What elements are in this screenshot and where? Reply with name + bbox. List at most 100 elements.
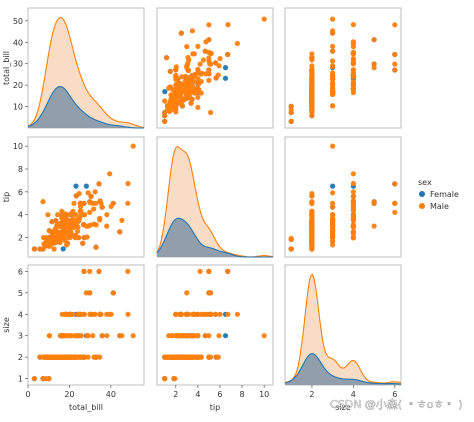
point-male-tip-vs-total_bill-62 (31, 246, 37, 252)
point-male-size-vs-tip-202 (202, 333, 208, 339)
point-male-tip-vs-total_bill-180 (83, 223, 89, 229)
xtick-label-tip-8: 8 (240, 390, 245, 399)
point-male-size-vs-total_bill-207 (64, 354, 70, 360)
kde-area-total_bill-female (28, 86, 144, 128)
point-male-total_bill-vs-size-198 (309, 92, 315, 98)
point-male-size-vs-tip-136 (225, 268, 231, 274)
point-male-total_bill-vs-tip-169 (195, 89, 201, 95)
point-male-total_bill-vs-tip-80 (208, 50, 214, 57)
point-male-tip-vs-total_bill-54 (125, 180, 131, 187)
point-male-total_bill-vs-size-107 (330, 43, 336, 50)
point-male-size-vs-tip-120 (197, 268, 203, 274)
point-male-tip-vs-size-203 (330, 190, 336, 196)
point-male-total_bill-vs-tip-160 (189, 72, 195, 79)
point-male-size-vs-tip-175 (191, 311, 197, 317)
point-male-tip-vs-total_bill-172 (55, 235, 61, 241)
point-male-tip-vs-size-180 (371, 223, 377, 229)
point-male-tip-vs-size-54 (350, 180, 356, 187)
point-male-total_bill-vs-tip-19 (234, 40, 240, 47)
point-male-tip-vs-total_bill-201 (93, 244, 99, 250)
point-male-total_bill-vs-size-13 (330, 103, 336, 109)
point-male-total_bill-vs-tip-178 (195, 75, 201, 82)
point-male-tip-vs-total_bill-104 (55, 212, 61, 218)
ytick-label-size-2: 2 (18, 353, 23, 362)
point-male-total_bill-vs-size-195 (330, 91, 336, 97)
point-male-total_bill-vs-tip-189 (178, 90, 184, 96)
xtick-label-size-6: 6 (392, 390, 397, 399)
point-male-size-vs-total_bill-90 (108, 311, 114, 317)
point-male-tip-vs-total_bill-41 (71, 200, 77, 206)
point-male-tip-vs-size-39 (350, 193, 356, 199)
point-male-total_bill-vs-tip-137 (206, 37, 212, 43)
point-male-size-vs-tip-151 (206, 268, 212, 274)
point-male-total_bill-vs-tip-100 (169, 92, 175, 98)
point-male-total_bill-vs-tip-201 (164, 55, 170, 61)
point-male-tip-vs-total_bill-199 (46, 243, 52, 249)
point-male-tip-vs-total_bill-78 (93, 200, 99, 206)
point-male-total_bill-vs-tip-97 (178, 30, 184, 36)
panel-size-vs-tip (156, 264, 274, 386)
ytick-label-total_bill-40: 40 (13, 38, 23, 47)
point-male-tip-vs-total_bill-160 (76, 218, 82, 224)
point-male-size-vs-tip-203 (216, 333, 222, 339)
point-male-tip-vs-total_bill-138 (81, 200, 87, 206)
kde-line-total_bill-female (27, 85, 144, 129)
point-male-size-vs-total_bill-138 (81, 268, 87, 274)
point-male-size-vs-total_bill-154 (59, 311, 65, 317)
point-male-size-vs-total_bill-51 (104, 311, 110, 317)
point-male-total_bill-vs-tip-198 (184, 92, 190, 98)
point-male-tip-vs-size-196 (309, 219, 315, 225)
point-male-size-vs-total_bill-151 (125, 268, 131, 274)
ytick-label-size-5: 5 (18, 289, 23, 298)
point-male-size-vs-total_bill-180 (83, 290, 89, 296)
point-male-tip-vs-total_bill-207 (64, 223, 70, 229)
point-male-size-vs-tip-150 (207, 290, 214, 296)
ytick-label-size-1: 1 (18, 375, 23, 384)
point-male-tip-vs-size-207 (309, 223, 315, 229)
point-male-total_bill-vs-tip-52 (167, 68, 173, 74)
point-male-total_bill-vs-tip-188 (168, 96, 174, 102)
point-male-total_bill-vs-size-34 (330, 58, 336, 64)
point-male-tip-vs-total_bill-190 (46, 235, 52, 241)
point-male-total_bill-vs-size-150 (371, 61, 377, 67)
point-male-total_bill-vs-tip-173 (195, 104, 201, 110)
point-male-total_bill-vs-tip-101 (195, 81, 202, 87)
point-male-size-vs-total_bill-178 (73, 333, 79, 339)
kde-area-size-female (285, 353, 401, 385)
point-male-size-vs-tip-111 (207, 311, 213, 317)
point-male-total_bill-vs-size-154 (350, 90, 356, 96)
point-male-size-vs-total_bill-120 (87, 268, 93, 274)
point-male-tip-vs-total_bill-155 (69, 217, 76, 223)
point-male-size-vs-total_bill-175 (97, 311, 103, 317)
point-male-size-vs-total_bill-13 (46, 333, 53, 339)
point-male-tip-vs-size-194 (350, 235, 356, 241)
point-male-total_bill-vs-tip-184 (175, 99, 181, 105)
point-female-total_bill-vs-tip-52 (222, 65, 229, 71)
point-male-tip-vs-total_bill-176 (73, 193, 79, 199)
point-male-size-vs-total_bill-195 (57, 333, 64, 339)
point-male-tip-vs-total_bill-175 (97, 215, 103, 221)
point-male-size-vs-total_bill-182 (41, 354, 47, 360)
legend-label-female: Female (430, 190, 459, 199)
point-male-total_bill-vs-tip-136 (225, 51, 231, 58)
point-male-size-vs-tip-141 (166, 333, 172, 339)
point-male-tip-vs-total_bill-167 (40, 199, 46, 205)
point-male-total_bill-vs-size-200 (309, 98, 315, 104)
point-male-size-vs-total_bill-205 (72, 354, 78, 360)
point-male-tip-vs-total_bill-107 (104, 212, 110, 218)
point-female-total_bill-vs-tip-0 (162, 89, 168, 95)
point-male-total_bill-vs-size-62 (288, 118, 294, 124)
point-male-size-vs-tip-162 (200, 311, 206, 317)
point-male-tip-vs-total_bill-135 (61, 217, 67, 223)
point-male-tip-vs-size-167 (309, 199, 315, 205)
point-male-total_bill-vs-tip-200 (162, 98, 168, 104)
point-male-tip-vs-size-150 (371, 199, 377, 205)
point-male-total_bill-vs-size-175 (350, 51, 356, 57)
point-male-tip-vs-total_bill-192 (52, 226, 59, 232)
point-male-size-vs-total_bill-137 (110, 290, 116, 296)
point-male-tip-vs-size-106 (288, 246, 294, 252)
point-male-tip-vs-size-186 (288, 235, 294, 242)
point-male-total_bill-vs-tip-107 (195, 43, 201, 50)
xtick-label-tip-10: 10 (259, 390, 269, 399)
